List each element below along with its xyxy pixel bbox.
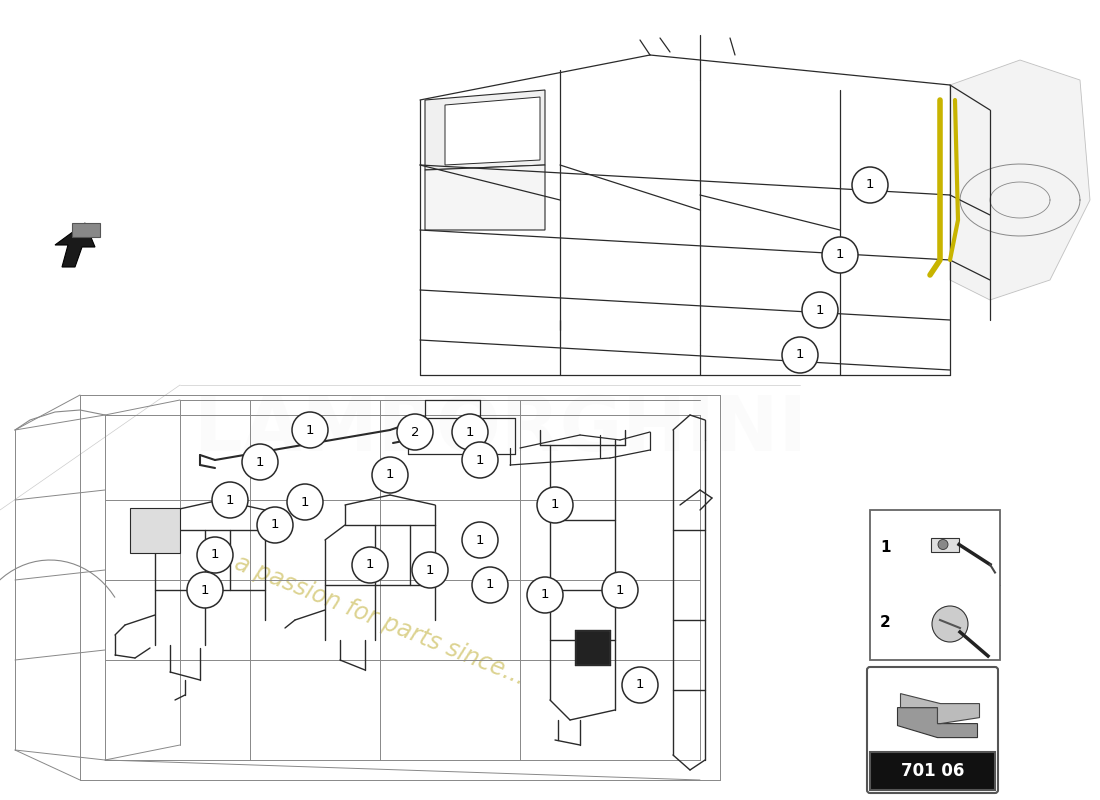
Circle shape <box>822 237 858 273</box>
Text: 1: 1 <box>255 455 264 469</box>
Circle shape <box>537 487 573 523</box>
Circle shape <box>462 522 498 558</box>
Circle shape <box>462 442 498 478</box>
Circle shape <box>187 572 223 608</box>
Text: LAMBORGHINI: LAMBORGHINI <box>194 393 806 467</box>
Text: 1: 1 <box>465 426 474 438</box>
Polygon shape <box>901 694 979 724</box>
Circle shape <box>242 444 278 480</box>
Text: 2: 2 <box>410 426 419 438</box>
Circle shape <box>802 292 838 328</box>
Text: 1: 1 <box>306 423 315 437</box>
Text: 1: 1 <box>551 498 559 511</box>
Text: 1: 1 <box>271 518 279 531</box>
Circle shape <box>527 577 563 613</box>
Circle shape <box>621 667 658 703</box>
Text: 1: 1 <box>880 540 891 555</box>
Text: 1: 1 <box>200 583 209 597</box>
Polygon shape <box>425 90 544 170</box>
Text: 1: 1 <box>541 589 549 602</box>
Polygon shape <box>950 60 1090 300</box>
Text: 2: 2 <box>880 615 891 630</box>
Polygon shape <box>425 165 544 230</box>
Text: 1: 1 <box>300 495 309 509</box>
Circle shape <box>352 547 388 583</box>
Circle shape <box>602 572 638 608</box>
Text: 1: 1 <box>365 558 374 571</box>
Text: 701 06: 701 06 <box>901 762 965 780</box>
Circle shape <box>197 537 233 573</box>
Text: 1: 1 <box>386 469 394 482</box>
Text: 1: 1 <box>226 494 234 506</box>
FancyBboxPatch shape <box>867 667 998 793</box>
Text: 1: 1 <box>475 534 484 546</box>
Circle shape <box>257 507 293 543</box>
Bar <box>130 508 180 553</box>
Text: 1: 1 <box>426 563 434 577</box>
Circle shape <box>412 552 448 588</box>
Circle shape <box>287 484 323 520</box>
Circle shape <box>372 457 408 493</box>
Circle shape <box>397 414 433 450</box>
Text: 1: 1 <box>836 249 845 262</box>
Bar <box>870 510 1000 660</box>
Polygon shape <box>72 223 100 237</box>
Bar <box>931 538 959 551</box>
Circle shape <box>938 539 948 550</box>
Text: 1: 1 <box>816 303 824 317</box>
Bar <box>870 752 996 790</box>
Polygon shape <box>898 708 978 738</box>
Text: 1: 1 <box>866 178 874 191</box>
Circle shape <box>212 482 248 518</box>
Bar <box>576 631 609 664</box>
Text: 1: 1 <box>616 583 625 597</box>
Circle shape <box>452 414 488 450</box>
Circle shape <box>852 167 888 203</box>
Text: 1: 1 <box>795 349 804 362</box>
Circle shape <box>472 567 508 603</box>
Text: 1: 1 <box>211 549 219 562</box>
Circle shape <box>932 606 968 642</box>
Text: 1: 1 <box>486 578 494 591</box>
Circle shape <box>782 337 818 373</box>
Circle shape <box>292 412 328 448</box>
Text: 1: 1 <box>636 678 645 691</box>
Text: a passion for parts since...: a passion for parts since... <box>231 550 529 690</box>
Polygon shape <box>55 223 95 267</box>
Text: 1: 1 <box>475 454 484 466</box>
Polygon shape <box>446 97 540 165</box>
